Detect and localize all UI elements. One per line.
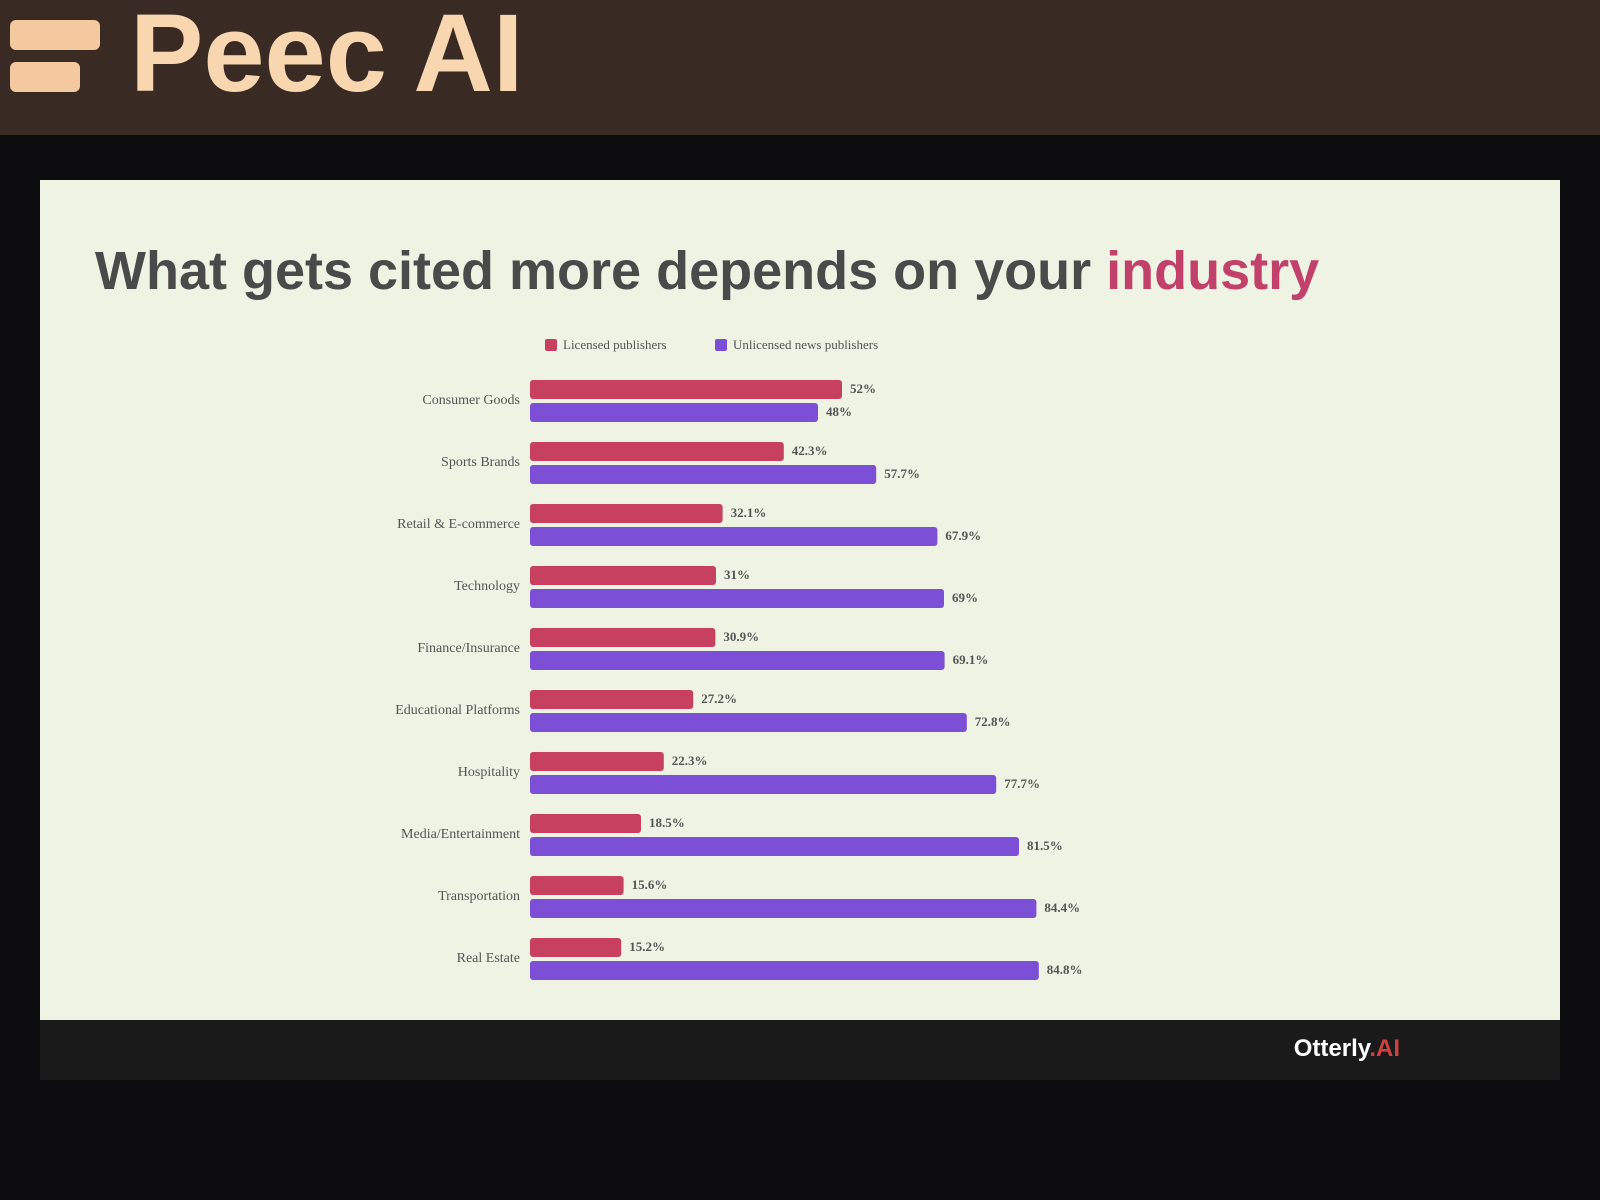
chart: Licensed publishers Unlicensed news publi… (395, 337, 1083, 980)
bar (530, 566, 716, 585)
value-label: 30.9% (723, 629, 759, 644)
bar (530, 380, 842, 399)
title-highlight: industry (1106, 241, 1319, 301)
value-label: 69.1% (953, 652, 989, 667)
value-label: 15.6% (632, 877, 668, 892)
legend-label: Unlicensed news publishers (733, 337, 878, 352)
banner-icon (10, 62, 80, 92)
value-label: 57.7% (884, 466, 920, 481)
y-tick-label: Educational Platforms (395, 703, 520, 718)
bar (530, 628, 716, 647)
bar (530, 403, 818, 422)
chart-title: What gets cited more depends on your ind… (95, 241, 1319, 301)
bar (530, 589, 944, 608)
value-label: 31% (724, 567, 750, 582)
y-tick-label: Sports Brands (441, 455, 520, 470)
value-label: 27.2% (701, 691, 737, 706)
logo-suffix: .AI (1369, 1035, 1400, 1062)
bar (530, 690, 694, 709)
bar (530, 775, 997, 794)
legend-label: Licensed publishers (563, 337, 667, 352)
bar (530, 752, 664, 771)
y-tick-label: Real Estate (457, 951, 520, 966)
bar (530, 814, 641, 833)
value-label: 84.8% (1047, 962, 1083, 977)
bar (530, 876, 624, 895)
bar (530, 651, 945, 670)
y-tick-label: Retail & E-commerce (397, 517, 520, 532)
slide-footer (40, 1020, 1560, 1080)
value-label: 22.3% (672, 753, 708, 768)
title-text: What gets cited more depends on your (95, 241, 1091, 301)
y-tick-label: Transportation (438, 889, 520, 904)
bar (530, 527, 938, 546)
legend-swatch (715, 339, 727, 351)
bar (530, 504, 723, 523)
value-label: 81.5% (1027, 838, 1063, 853)
bar (530, 938, 622, 957)
y-tick-label: Media/Entertainment (401, 827, 520, 842)
y-tick-label: Finance/Insurance (417, 641, 520, 656)
value-label: 72.8% (975, 714, 1011, 729)
bar (530, 961, 1039, 980)
bar (530, 899, 1037, 918)
y-tick-label: Consumer Goods (422, 393, 520, 408)
logo: Otterly.AI (1294, 1035, 1400, 1062)
bar (530, 837, 1019, 856)
logo-name: Otterly (1294, 1035, 1372, 1062)
value-label: 32.1% (731, 505, 767, 520)
value-label: 69% (952, 590, 978, 605)
value-label: 42.3% (792, 443, 828, 458)
value-label: 18.5% (649, 815, 685, 830)
y-tick-label: Hospitality (458, 765, 520, 780)
slide (40, 180, 1560, 1060)
banner-text: Peec AI (130, 0, 523, 115)
bar (530, 713, 967, 732)
value-label: 67.9% (945, 528, 981, 543)
value-label: 77.7% (1004, 776, 1040, 791)
banner-area (0, 0, 1600, 135)
value-label: 52% (850, 381, 876, 396)
bar (530, 465, 877, 484)
value-label: 84.4% (1044, 900, 1080, 915)
banner-icon (10, 20, 100, 50)
legend-swatch (545, 339, 557, 351)
bar (530, 442, 784, 461)
y-tick-label: Technology (454, 579, 520, 594)
value-label: 15.2% (629, 939, 665, 954)
value-label: 48% (826, 404, 852, 419)
